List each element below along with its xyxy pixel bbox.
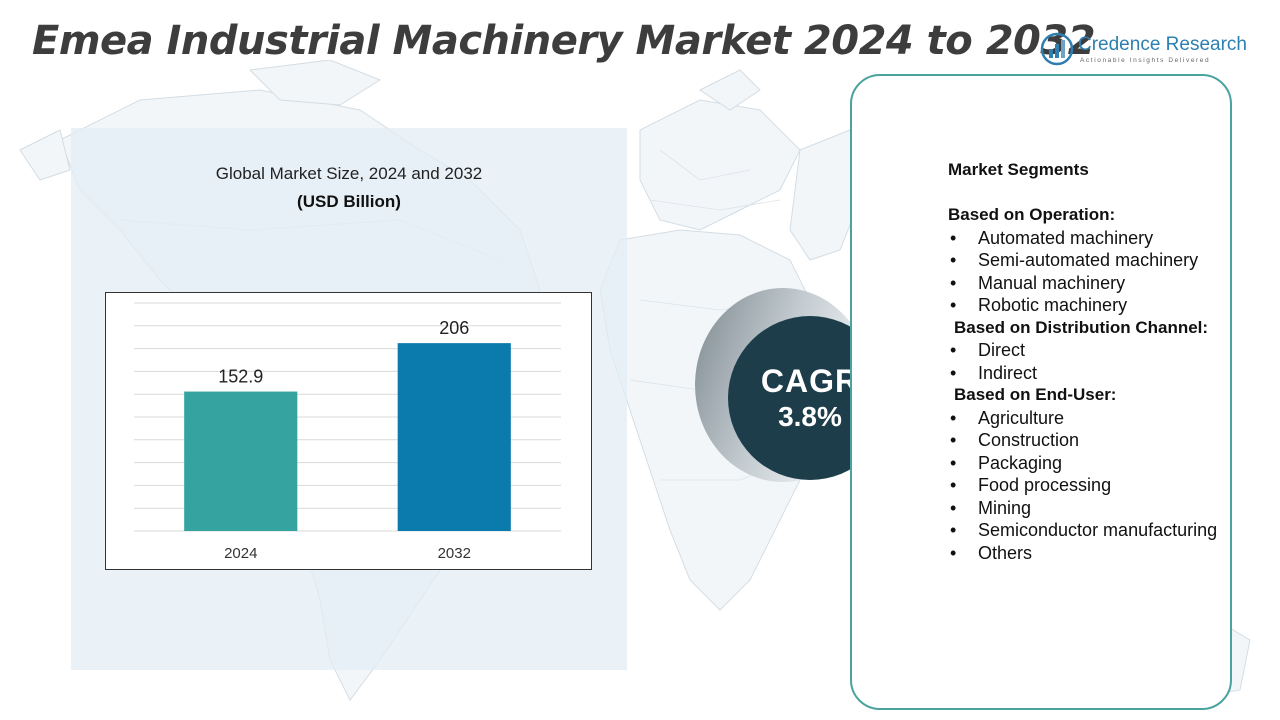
segment-item: Automated machinery [948,227,1230,250]
brand-name: Credence Research [1078,34,1247,55]
bar-2024 [184,391,298,531]
cagr-value: 3.8% [778,401,842,432]
segment-group: Based on End-User: Agriculture Construct… [948,384,1230,564]
segment-item: Others [948,542,1230,565]
x-tick-label: 2024 [224,545,257,562]
segment-group-title: Based on Distribution Channel: [954,317,1209,337]
segment-item: Construction [948,429,1230,452]
segment-item: Direct [948,339,1230,362]
chart-unit: (USD Billion) [297,192,401,211]
segment-group-title: Based on End-User: [954,385,1117,404]
segment-item: Semiconductor manufacturing [948,519,1230,542]
chart-frame: 152.9 2024 206 2032 [105,292,592,570]
segment-item: Food processing [948,474,1230,497]
segment-group: Based on Operation: Automated machinery … [948,204,1230,317]
cagr-label: CAGR [760,363,860,399]
brand-tagline: Actionable Insights Delivered [1080,57,1211,64]
segment-item: Agriculture [948,407,1230,430]
chart-heading: Global Market Size, 2024 and 2032 [215,164,483,183]
segment-group: Based on Distribution Channel: [948,317,1230,340]
bar-chart: 152.9 2024 206 2032 [134,302,561,562]
segment-item: Packaging [948,452,1230,475]
segments-list: Based on Operation: Automated machinery … [948,204,1230,564]
data-label: 206 [439,318,469,338]
segment-item: Mining [948,497,1230,520]
market-segments-panel: Market Segments Based on Operation: Auto… [850,74,1232,710]
x-tick-label: 2032 [438,545,471,562]
chart-panel: Global Market Size, 2024 and 2032 (USD B… [71,128,627,670]
segment-item: Semi-automated machinery [948,249,1230,272]
page-title: Emea Industrial Machinery Market 2024 to… [32,18,1096,64]
segments-title: Market Segments [948,160,1089,179]
bar-2032 [397,343,511,531]
segment-item: Indirect [948,362,1230,385]
segment-item: Robotic machinery [948,294,1230,317]
segment-group-title: Based on Operation: [948,205,1116,224]
segment-group-items: Direct Indirect [948,339,1230,384]
bar-chart-logo-icon [1040,32,1074,66]
segment-item: Manual machinery [948,272,1230,295]
brand-logo: Credence Research Actionable Insights De… [1040,30,1255,70]
data-label: 152.9 [218,367,263,387]
